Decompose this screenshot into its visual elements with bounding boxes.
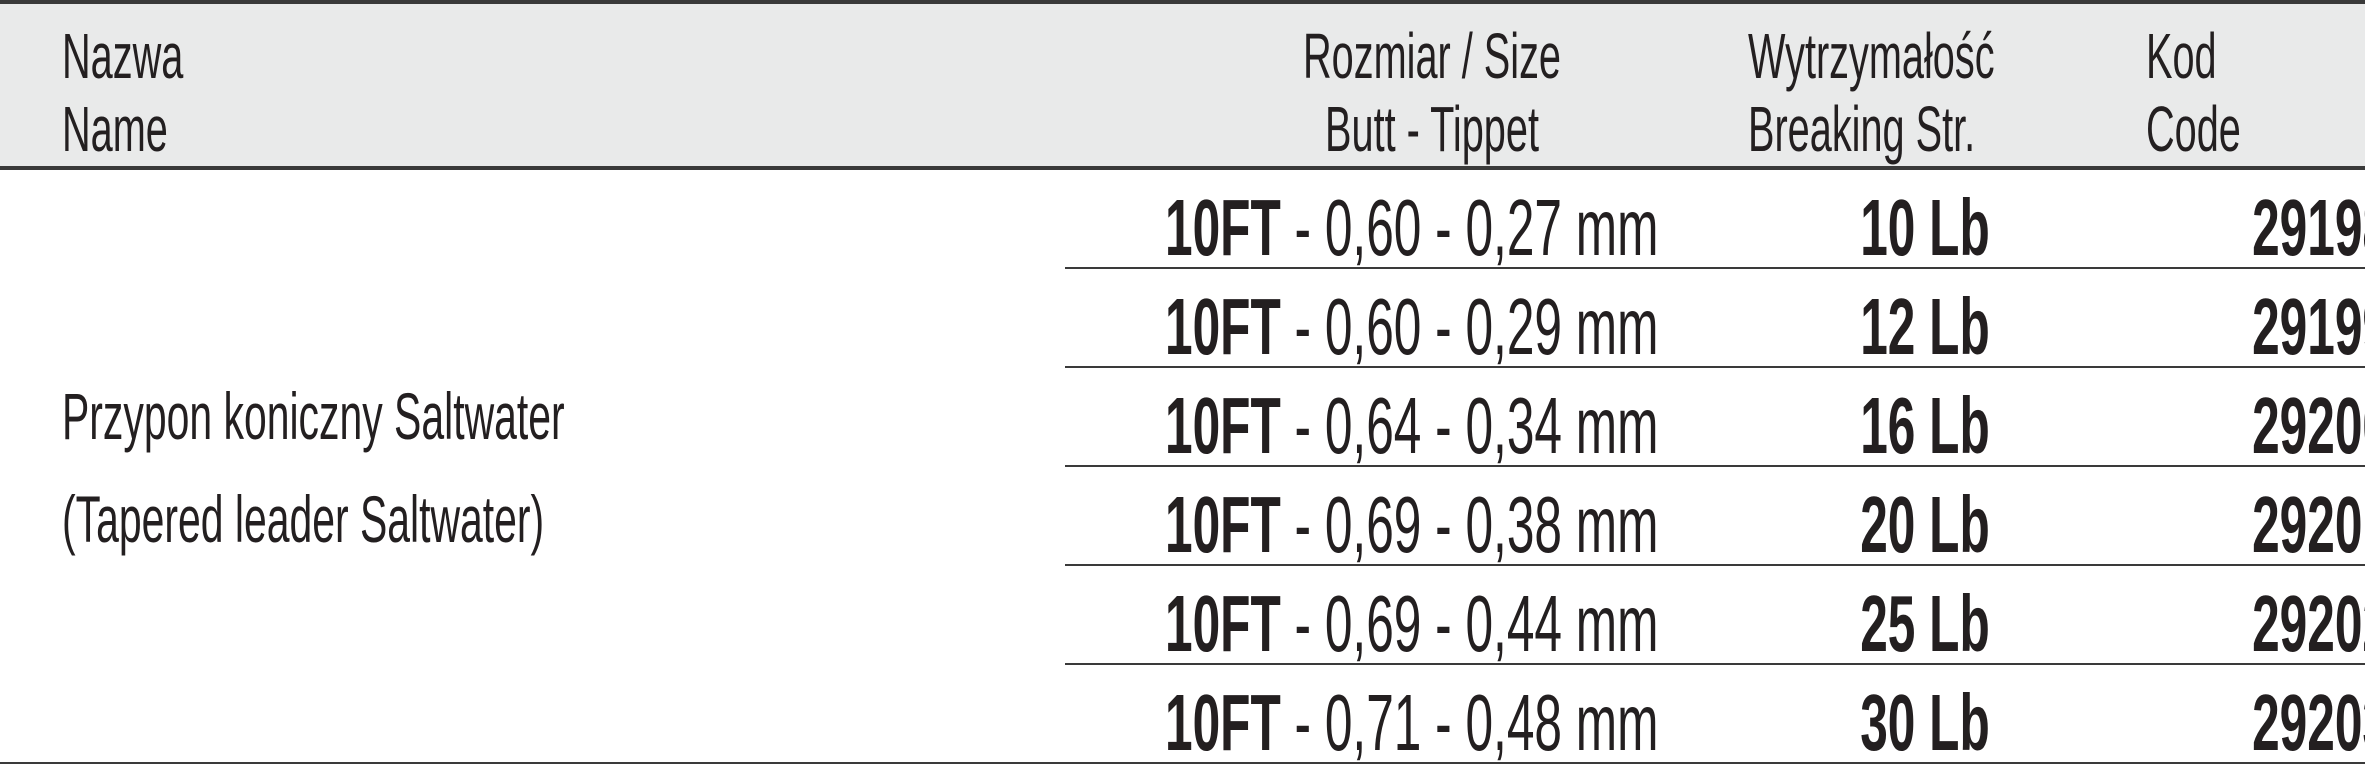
header-name-en: Name xyxy=(62,93,168,165)
size-cell: 10FT - 0,64 - 0,34 mm xyxy=(1165,386,1959,466)
product-name-pl: Przypon koniczny Saltwater xyxy=(62,379,565,453)
strength-cell: 30 Lb xyxy=(1860,678,1990,767)
size-cell: 10FT - 0,71 - 0,48 mm xyxy=(1165,683,1959,763)
product-name-en: (Tapered leader Saltwater) xyxy=(62,482,545,556)
header-code-en: Code xyxy=(2146,93,2241,165)
strength-cell: 16 Lb xyxy=(1860,381,1990,470)
code-cell: 29203 xyxy=(2252,678,2365,767)
diameter-value: - 0,60 - 0,29 mm xyxy=(1280,282,1659,371)
code-cell: 29202 xyxy=(2252,579,2365,668)
table-header: Nazwa Name Rozmiar / Size Butt - Tippet … xyxy=(0,0,2365,170)
header-strength-en: Breaking Str. xyxy=(1748,93,1976,165)
length-value: 10FT xyxy=(1165,579,1281,668)
header-name-pl: Nazwa xyxy=(62,20,184,92)
diameter-value: - 0,64 - 0,34 mm xyxy=(1280,381,1659,470)
code-cell: 29200 xyxy=(2252,381,2365,470)
diameter-value: - 0,69 - 0,38 mm xyxy=(1280,480,1659,569)
size-cell: 10FT - 0,69 - 0,44 mm xyxy=(1165,584,1959,664)
header-strength-pl: Wytrzymałość xyxy=(1748,20,1995,92)
header-code-pl: Kod xyxy=(2146,20,2217,92)
header-size: Rozmiar / Size xyxy=(1303,20,1561,92)
length-value: 10FT xyxy=(1165,282,1281,371)
size-cell: 10FT - 0,60 - 0,27 mm xyxy=(1165,188,1959,268)
size-cell: 10FT - 0,60 - 0,29 mm xyxy=(1165,287,1959,367)
header-size-sub: Butt - Tippet xyxy=(1325,93,1539,165)
length-value: 10FT xyxy=(1165,480,1281,569)
strength-cell: 20 Lb xyxy=(1860,480,1990,569)
diameter-value: - 0,71 - 0,48 mm xyxy=(1280,678,1659,767)
size-cell: 10FT - 0,69 - 0,38 mm xyxy=(1165,485,1959,565)
strength-cell: 10 Lb xyxy=(1860,183,1990,272)
diameter-value: - 0,69 - 0,44 mm xyxy=(1280,579,1659,668)
length-value: 10FT xyxy=(1165,183,1281,272)
diameter-value: - 0,60 - 0,27 mm xyxy=(1280,183,1659,272)
strength-cell: 25 Lb xyxy=(1860,579,1990,668)
code-cell: 29199 xyxy=(2252,282,2365,371)
length-value: 10FT xyxy=(1165,678,1281,767)
length-value: 10FT xyxy=(1165,381,1281,470)
strength-cell: 12 Lb xyxy=(1860,282,1990,371)
code-cell: 29198 xyxy=(2252,183,2365,272)
